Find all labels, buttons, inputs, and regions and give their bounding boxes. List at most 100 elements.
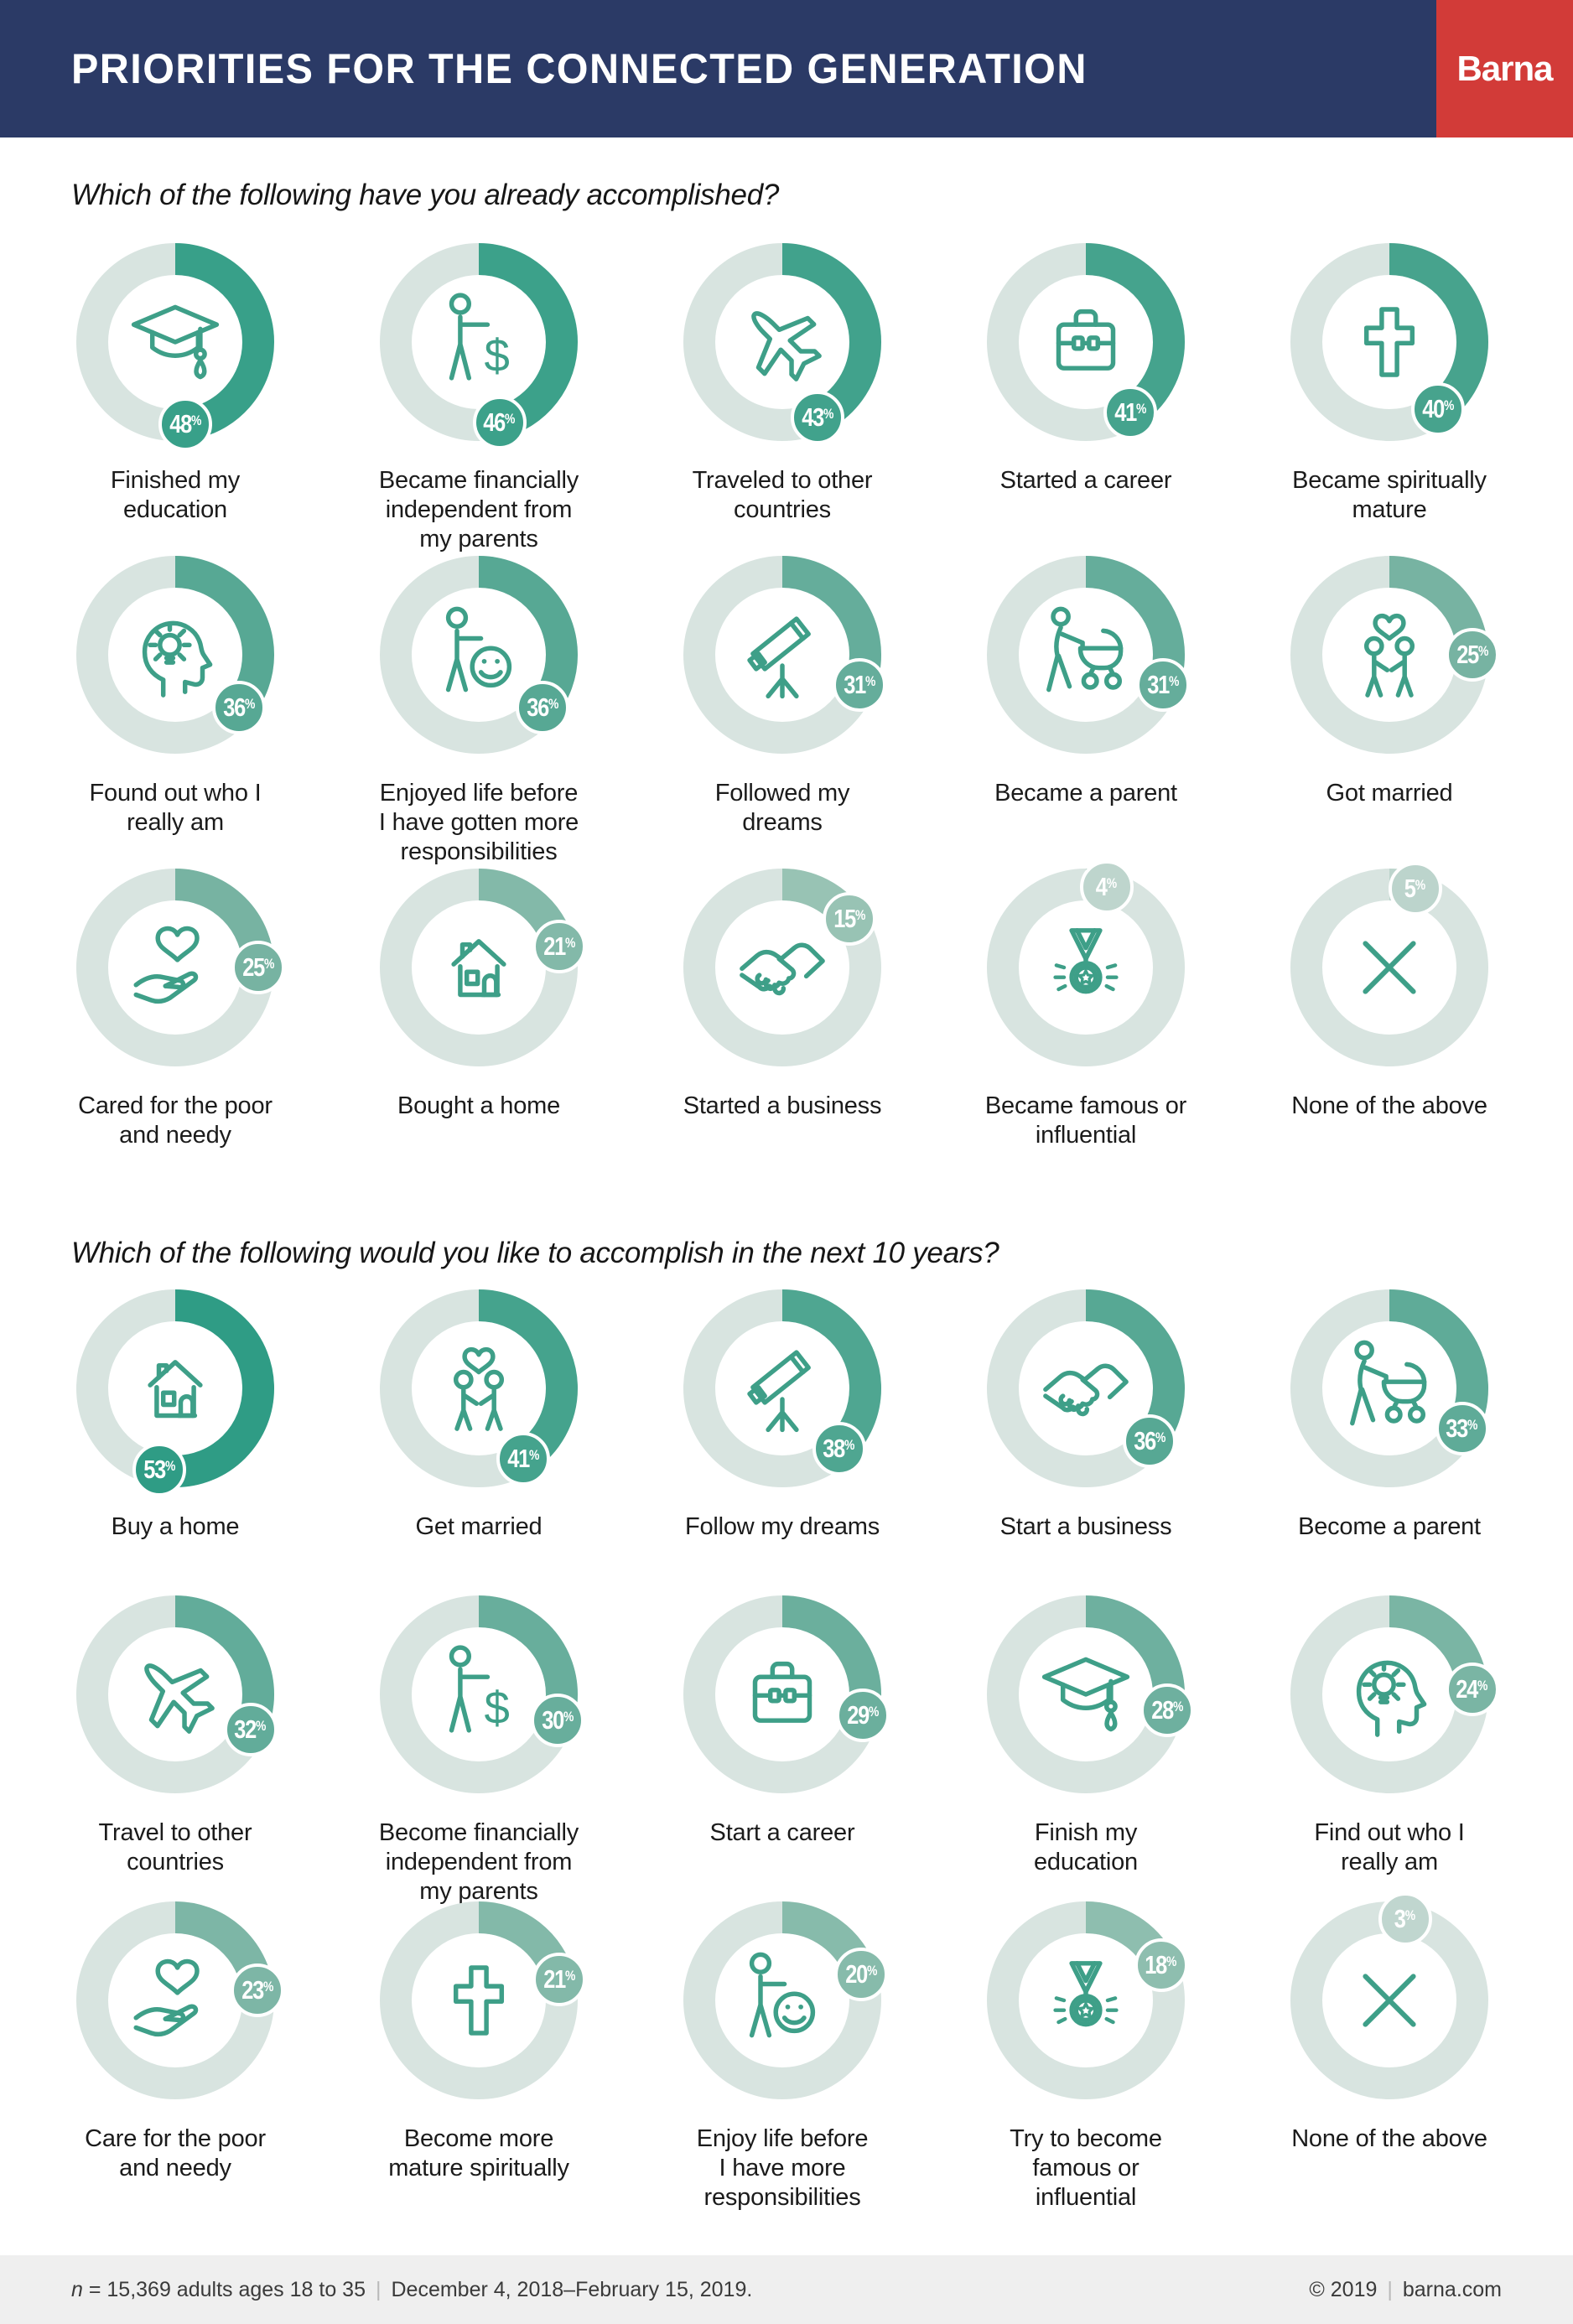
stat-cell: 36% Enjoyed life before I have gotten mor…: [327, 556, 631, 869]
percentage-badge: 5%: [1388, 861, 1442, 916]
donut-chart: 30%: [380, 1595, 585, 1793]
percentage-value: 4%: [1095, 872, 1118, 902]
donut-ring: [683, 243, 881, 441]
donut-chart: 24%: [1290, 1595, 1499, 1793]
donut-chart: 18%: [987, 1901, 1188, 2099]
percentage-badge: 33%: [1435, 1401, 1489, 1455]
stat-cell: 48% Finished my education: [23, 243, 327, 556]
donut-chart: 23%: [76, 1901, 285, 2099]
stat-label: Started a career: [999, 467, 1172, 494]
site-url: barna.com: [1402, 2277, 1502, 2301]
donut-ring: [76, 1595, 274, 1793]
donut-chart: 38%: [683, 1289, 881, 1487]
donut-ring: [1290, 243, 1488, 441]
donut-ring: [987, 1901, 1185, 2099]
divider-icon: |: [1387, 2277, 1393, 2301]
donut-chart: 43%: [683, 243, 881, 444]
donut-chart: 53%: [76, 1289, 274, 1497]
percentage-badge: 15%: [823, 891, 877, 946]
medal-icon: [1031, 1946, 1140, 2055]
stat-cell: 21% Bought a home: [327, 869, 631, 1181]
question-next-10-years: Which of the following would you like to…: [71, 1237, 999, 1269]
donut-chart: 32%: [76, 1595, 278, 1793]
donut-chart: 4%: [987, 860, 1185, 1066]
percentage-badge: 24%: [1445, 1662, 1499, 1716]
sample-text: = 15,369 adults ages 18 to 35: [82, 2277, 366, 2301]
head-lightbulb-icon: [1335, 1640, 1444, 1749]
percentage-value: 3%: [1394, 1903, 1416, 1933]
donut-chart: 25%: [1290, 556, 1499, 754]
stat-label: Became spiritually mature: [1292, 467, 1487, 523]
percentage-value: 29%: [846, 1699, 879, 1730]
stat-label: Travel to other countries: [98, 1819, 252, 1875]
donut-chart: 28%: [987, 1595, 1195, 1793]
percentage-badge: 48%: [158, 397, 213, 452]
percentage-badge: 25%: [1446, 628, 1499, 682]
header-bar: PRIORITIES FOR THE CONNECTED GENERATION: [0, 0, 1436, 137]
percentage-value: 5%: [1404, 873, 1426, 903]
percentage-value: 31%: [843, 670, 876, 700]
stat-cell: 41% Started a career: [934, 243, 1238, 556]
donut-chart: 41%: [987, 243, 1185, 441]
stat-label: Got married: [1326, 780, 1453, 807]
next-10-years-grid: 53% Buy a home 41% Get married 38% Follow my …: [23, 1289, 1541, 2211]
donut-ring: [380, 1289, 578, 1487]
stat-cell: 23% Care for the poor and needy: [23, 1901, 327, 2207]
heart-hand-icon: [121, 913, 230, 1022]
stat-cell: 21% Become more mature spiritually: [327, 1901, 631, 2207]
stat-label: Became famous or influential: [984, 1092, 1187, 1149]
stat-cell: 5% None of the above: [1238, 861, 1541, 1181]
percentage-badge: 41%: [496, 1431, 551, 1486]
parent-stroller-icon: [1335, 1334, 1444, 1443]
donut-chart: 25%: [76, 869, 285, 1066]
percentage-badge: 38%: [812, 1422, 866, 1476]
percentage-badge: 40%: [1411, 382, 1466, 437]
cross-icon: [1335, 288, 1444, 397]
donut-chart: 21%: [380, 869, 586, 1066]
percentage-badge: 25%: [231, 941, 285, 994]
stat-cell: 25% Cared for the poor and needy: [23, 869, 327, 1181]
percentage-value: 21%: [543, 1964, 575, 1995]
stat-cell: 36% Found out who I really am: [23, 556, 327, 869]
percentage-badge: 23%: [231, 1963, 285, 2017]
donut-chart: 31%: [987, 556, 1191, 754]
stat-label: Become more mature spiritually: [388, 2125, 569, 2181]
percentage-value: 41%: [506, 1443, 540, 1473]
stat-cell: 40% Became spiritually mature: [1238, 243, 1541, 556]
header: PRIORITIES FOR THE CONNECTED GENERATION …: [0, 0, 1573, 137]
donut-ring: [380, 556, 578, 754]
percentage-badge: 43%: [791, 390, 845, 444]
percentage-value: 36%: [527, 693, 559, 723]
stat-label: Bought a home: [397, 1092, 561, 1119]
stat-label: Finished my education: [110, 467, 241, 523]
percentage-badge: 32%: [223, 1703, 278, 1757]
donut-chart: 15%: [683, 869, 881, 1066]
percentage-value: 36%: [223, 693, 256, 723]
barna-logo: Barna: [1436, 0, 1573, 137]
percentage-value: 21%: [543, 931, 575, 962]
percentage-value: 18%: [1145, 1949, 1177, 1979]
briefcase-icon: [728, 1640, 837, 1749]
barna-logo-text: Barna: [1456, 49, 1553, 88]
stat-label: Became financially independent from my p…: [378, 467, 579, 552]
medal-icon: [1031, 913, 1140, 1022]
percentage-badge: 36%: [212, 681, 267, 735]
stat-label: Buy a home: [111, 1513, 240, 1540]
donut-chart: 3%: [1290, 1891, 1488, 2099]
airplane-icon: [121, 1640, 230, 1749]
stat-cell: 15% Started a business: [631, 869, 934, 1181]
stat-cell: 36% Start a business: [934, 1289, 1238, 1595]
stat-cell: 3% None of the above: [1238, 1891, 1541, 2207]
percentage-value: 36%: [1134, 1426, 1166, 1456]
percentage-value: 20%: [845, 1959, 878, 1989]
person-dollar-icon: [424, 288, 533, 397]
divider-icon: |: [375, 2277, 382, 2301]
person-smiley-icon: [424, 600, 533, 709]
stat-label: Finish my education: [1034, 1819, 1138, 1875]
stat-cell: 46% Became financially independent from m…: [327, 243, 631, 556]
percentage-badge: 18%: [1134, 1938, 1188, 1992]
copyright-year: © 2019: [1309, 2277, 1378, 2301]
stat-label: Start a career: [709, 1819, 855, 1846]
donut-chart: 36%: [380, 556, 578, 754]
